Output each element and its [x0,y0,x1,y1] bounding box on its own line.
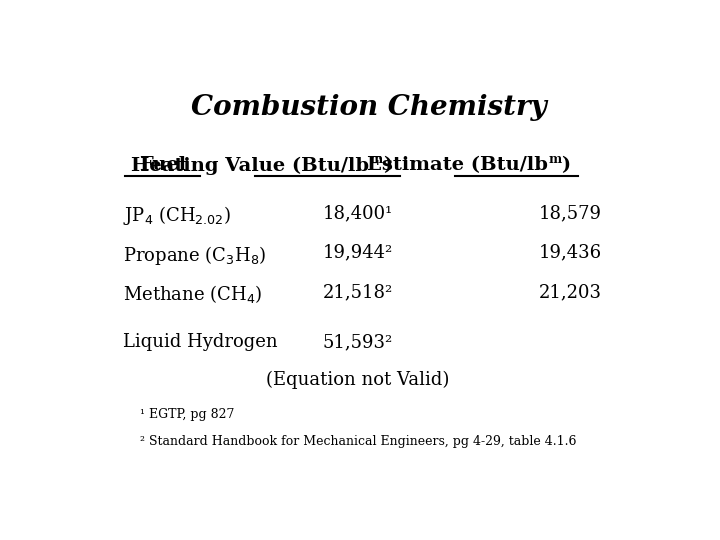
Text: ): ) [562,156,571,174]
Text: m: m [369,153,383,166]
Text: (Equation not Valid): (Equation not Valid) [266,371,449,389]
Text: ): ) [383,156,392,174]
Text: Fuel: Fuel [139,156,186,174]
Text: Estimate (Btu/lb: Estimate (Btu/lb [366,156,547,174]
Text: Heating Value (Btu/lb: Heating Value (Btu/lb [131,156,369,174]
Text: 21,203: 21,203 [539,283,601,301]
Text: 51,593²: 51,593² [323,333,393,351]
Text: ¹ EGTP, pg 827: ¹ EGTP, pg 827 [140,408,235,421]
Text: 19,436: 19,436 [539,244,601,261]
Text: JP$_4$ (CH$_{2.02}$): JP$_4$ (CH$_{2.02}$) [124,204,232,227]
Text: Methane (CH$_4$): Methane (CH$_4$) [124,283,263,305]
Text: Combustion Chemistry: Combustion Chemistry [191,94,547,121]
Text: 19,944²: 19,944² [323,244,393,261]
Text: Liquid Hydrogen: Liquid Hydrogen [124,333,278,351]
Text: Propane (C$_3$H$_8$): Propane (C$_3$H$_8$) [124,244,266,267]
Text: 18,400¹: 18,400¹ [323,204,393,222]
Text: m: m [548,153,562,166]
Text: 18,579: 18,579 [539,204,601,222]
Text: 21,518²: 21,518² [323,283,393,301]
Text: ² Standard Handbook for Mechanical Engineers, pg 4-29, table 4.1.6: ² Standard Handbook for Mechanical Engin… [140,435,577,448]
